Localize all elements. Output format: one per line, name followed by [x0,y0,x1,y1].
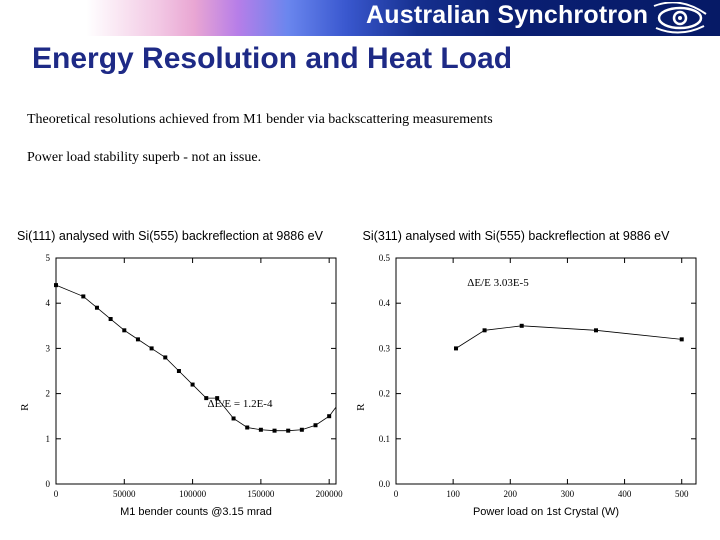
data-point [81,294,86,299]
synchrotron-eye-logo-icon [653,2,707,34]
plot-frame [395,257,697,485]
y-tick-label: 4 [46,298,51,308]
header-banner: Australian Synchrotron [0,0,720,36]
bullet-text: Power load stability superb - not an iss… [27,150,262,165]
y-tick-label: 5 [46,253,51,263]
chart-si111: Si(111) analysed with Si(555) backreflec… [17,229,344,518]
x-tick-label: 100 [446,489,460,499]
data-point [204,396,209,401]
x-tick-label: 100000 [179,489,207,499]
chart-title: Si(311) analysed with Si(555) backreflec… [363,229,671,243]
data-point [519,323,524,328]
data-point [286,428,291,433]
data-point [149,346,154,351]
chart-si311: Si(311) analysed with Si(555) backreflec… [355,229,697,518]
y-tick-label: 3 [46,343,51,353]
y-tick-label: 0.2 [379,389,390,399]
data-point [594,328,598,333]
x-tick-label: 150000 [247,489,275,499]
data-point [215,396,220,401]
data-point [313,423,318,428]
x-axis-label: Power load on 1st Crystal (W) [473,506,619,518]
y-tick-label: 0 [46,479,51,489]
chart-annotation: ΔE/E = 1.2E-4 [208,398,273,410]
y-axis-label: R [355,403,367,411]
chart-title: Si(111) analysed with Si(555) backreflec… [17,229,324,243]
data-point [163,355,168,360]
series-line [455,325,682,349]
brand-name: Australian Synchrotron [366,1,649,29]
bullet-text: Theoretical resolutions achieved from M1… [27,112,493,127]
x-tick-label: 400 [618,489,632,499]
data-point [272,428,277,433]
data-point [454,346,458,351]
page-title: Energy Resolution and Heat Load [32,42,513,75]
y-tick-label: 0.0 [379,479,391,489]
x-axis-label: M1 bender counts @3.15 mrad [120,506,272,518]
data-point [122,328,127,333]
y-tick-label: 1 [46,434,51,444]
data-point [135,337,140,342]
x-tick-label: 200 [504,489,518,499]
data-point [327,414,332,419]
x-tick-label: 200000 [316,489,344,499]
y-tick-label: 0.4 [379,298,391,308]
y-tick-label: 0.5 [379,253,391,263]
x-tick-label: 50000 [113,489,136,499]
x-tick-label: 0 [394,489,399,499]
y-tick-label: 0.3 [379,343,391,353]
data-point [482,328,487,333]
data-point [94,305,99,310]
y-axis-label: R [19,403,31,411]
y-tick-label: 2 [46,389,51,399]
plot-frame [55,257,337,485]
data-point [258,427,263,432]
data-point [231,416,236,421]
data-point [679,337,684,342]
x-tick-label: 500 [675,489,689,499]
chart-annotation: ΔE/E 3.03E-5 [467,277,529,289]
data-point [299,427,304,432]
data-point [245,425,250,430]
data-point [108,317,113,322]
x-tick-label: 0 [54,489,59,499]
data-point [176,369,181,373]
x-tick-label: 300 [561,489,575,499]
data-point [54,283,58,288]
data-point [190,382,195,387]
y-tick-label: 0.1 [379,434,390,444]
